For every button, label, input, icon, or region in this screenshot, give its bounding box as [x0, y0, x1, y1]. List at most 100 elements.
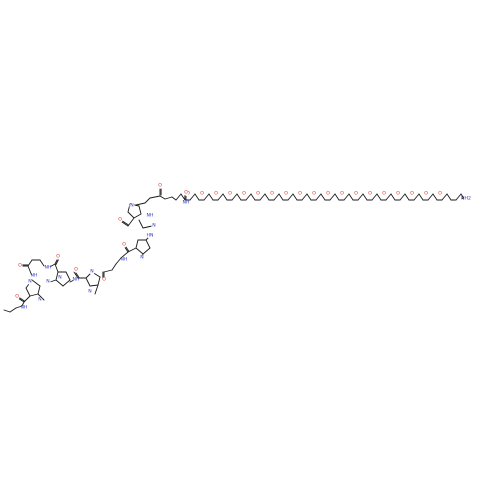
peg-oxygen-9: O [312, 191, 316, 197]
peg-oxygen-3-mask [227, 191, 233, 197]
bond-2 [180, 193, 186, 201]
imidazole2-nme-mask [87, 289, 93, 295]
peg-oxygen-15-mask [395, 191, 401, 197]
bond-59 [446, 193, 452, 201]
imidazole3-nme-mask [37, 297, 43, 303]
peg-oxygen-16-mask [409, 191, 415, 197]
amide-nh-6: NH [31, 273, 38, 279]
imidazole1-n: N [130, 203, 133, 209]
bond-32 [320, 193, 326, 201]
amide-nh-3: NH [121, 257, 128, 263]
bond-58 [441, 193, 448, 201]
bond-11 [222, 193, 228, 201]
bond-112 [55, 279, 64, 287]
peg-oxygen-10: O [326, 191, 330, 197]
peg-oxygen-5-mask [255, 191, 261, 197]
peg-oxygen-3: O [228, 191, 232, 197]
bond-119 [39, 259, 45, 267]
bond-78 [138, 219, 144, 229]
amide-oxygen-2: O [118, 217, 122, 223]
peg-oxygen-4-mask [241, 191, 247, 197]
peg-oxygen-14-mask [381, 191, 387, 197]
bond-28 [301, 193, 308, 201]
linker-oxygen-1-mask [157, 183, 163, 189]
terminal-nh-mask [21, 305, 27, 311]
bond-132 [17, 297, 25, 303]
bond-104 [94, 284, 99, 295]
bond-134 [21, 301, 25, 307]
peg-oxygen-15: O [396, 191, 400, 197]
bond-65 [159, 195, 166, 200]
bond-5 [194, 193, 200, 201]
bond-82 [122, 220, 130, 226]
peg-oxygen-2-mask [213, 191, 219, 197]
linker-oxygen-2-mask [101, 277, 107, 283]
bond-70 [135, 202, 146, 206]
pyrrole2-n-mask [57, 275, 63, 281]
bond-68 [149, 195, 161, 199]
bond-44 [376, 193, 382, 201]
peg-oxygen-18: O [438, 191, 442, 197]
peg-oxygen-1-mask [199, 191, 205, 197]
imidazole3-nme: N [38, 297, 41, 303]
pyrrole2-nme: N [46, 279, 49, 285]
bond-95 [111, 263, 117, 271]
peg-oxygen-12-mask [353, 191, 359, 197]
bond-37 [343, 193, 350, 201]
amide-nh-5: NH [45, 265, 52, 271]
bond-17 [250, 193, 256, 201]
bond-25 [287, 193, 294, 201]
bond-136 [9, 307, 17, 313]
peg-oxygen-11: O [340, 191, 344, 197]
bond-8 [208, 193, 214, 201]
imidazole3-n: N [28, 279, 31, 285]
bond-137 [3, 309, 11, 313]
bond-100 [85, 277, 91, 287]
pyrrole1-hn-mask [147, 233, 153, 239]
imidazole1-n-mask [129, 203, 135, 209]
bond-75 [133, 213, 142, 219]
bond-22 [273, 193, 280, 201]
bond-56 [432, 193, 438, 201]
bond-69 [144, 197, 151, 204]
amide-oxygen-3: O [122, 242, 126, 248]
imidazole3-n-mask [27, 279, 33, 285]
amide-nh-6-mask [31, 273, 37, 279]
pyrrole2-n: N [58, 275, 61, 281]
bond-114 [49, 279, 57, 283]
peg-oxygen-14: O [382, 191, 386, 197]
peg-oxygen-2: O [214, 191, 218, 197]
amide-oxygen-5-mask [55, 254, 61, 260]
peg-oxygen-17: O [424, 191, 428, 197]
pyrrole1-nme: N [140, 255, 143, 261]
bond-129 [31, 279, 41, 287]
bond-101 [89, 284, 99, 287]
imidazole2-n-mask [89, 269, 95, 275]
linker-nh-1: NH [183, 200, 190, 206]
linker-oxygen-3: O [18, 263, 22, 269]
peg-oxygen-8-mask [297, 191, 303, 197]
bond-87 [135, 239, 139, 249]
peg-oxygen-18-mask [437, 191, 443, 197]
peg-oxygen-8: O [298, 191, 302, 197]
bond-23 [278, 193, 284, 201]
imidazole1-nme: N [152, 223, 155, 229]
bond-53 [418, 193, 424, 201]
bond-50 [404, 193, 410, 201]
bond-102 [97, 276, 101, 286]
linker-oxygen-1: O [158, 183, 162, 189]
pyrrole2-nme-mask [45, 279, 51, 285]
bond-124 [27, 265, 33, 277]
imidazole2-n: N [90, 269, 93, 275]
bond-41 [362, 193, 368, 201]
bond-61 [455, 193, 462, 201]
bond-110 [65, 271, 71, 281]
pyrrole1-hn: HN [147, 233, 154, 239]
bond-0 [171, 196, 177, 201]
bond-127 [29, 293, 39, 297]
bond-35 [334, 193, 340, 201]
bond-13 [231, 193, 238, 201]
terminal-amine-mask [463, 196, 469, 202]
amide-oxygen-4-mask [73, 267, 79, 273]
peg-oxygen-7: O [284, 191, 288, 197]
